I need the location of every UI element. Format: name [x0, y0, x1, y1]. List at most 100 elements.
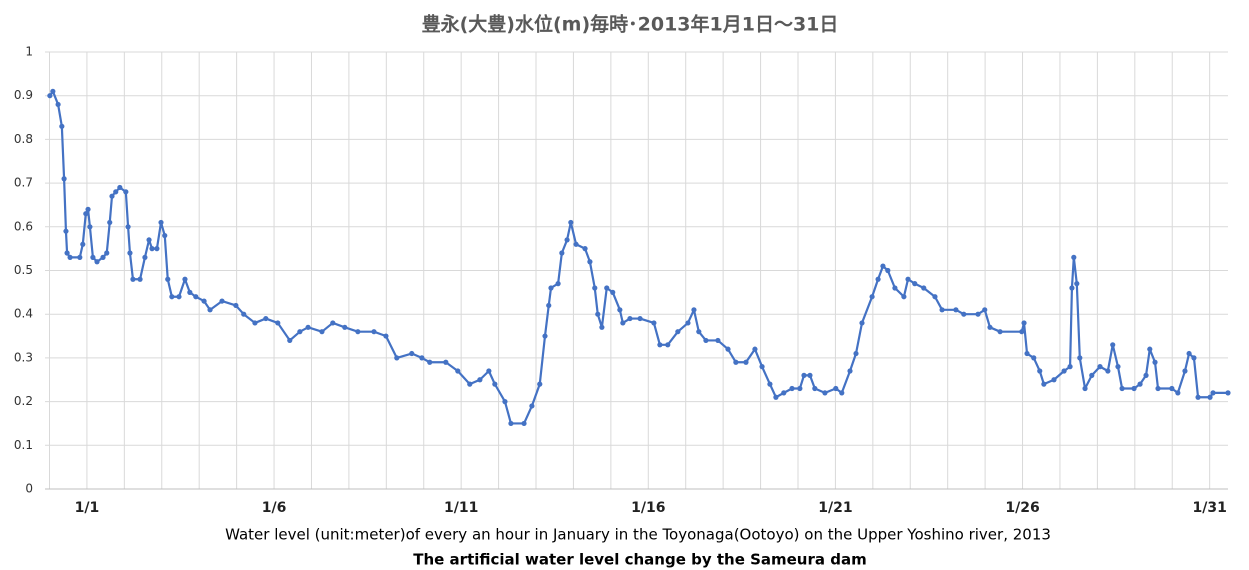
- data-point: [100, 254, 106, 260]
- data-point: [822, 390, 828, 396]
- data-point: [939, 307, 945, 313]
- data-point: [885, 267, 891, 274]
- data-point: [342, 324, 348, 330]
- data-point: [1191, 355, 1197, 361]
- data-point: [953, 307, 959, 313]
- data-point: [193, 294, 199, 300]
- data-point: [1051, 377, 1057, 383]
- y-tick-label: 0.5: [14, 263, 33, 277]
- data-point: [875, 276, 881, 282]
- data-point: [725, 346, 731, 352]
- data-point: [1105, 368, 1111, 374]
- data-point: [394, 355, 400, 361]
- data-point: [657, 342, 663, 348]
- data-point: [696, 329, 702, 335]
- data-point: [383, 333, 389, 339]
- x-tick-label: 1/21: [818, 500, 852, 516]
- data-point: [892, 285, 898, 291]
- data-point: [77, 254, 83, 260]
- data-point: [1071, 254, 1077, 260]
- data-point: [233, 302, 239, 309]
- data-point: [542, 333, 548, 339]
- data-point: [287, 337, 293, 344]
- data-point: [1175, 390, 1181, 396]
- data-point: [492, 381, 498, 387]
- y-tick-label: 0.8: [14, 132, 33, 146]
- data-point: [508, 420, 514, 427]
- y-tick-label: 0.9: [14, 88, 33, 102]
- data-line: [48, 90, 1228, 425]
- data-point: [1207, 394, 1213, 400]
- data-point: [117, 184, 123, 191]
- data-point: [759, 364, 765, 370]
- data-point: [80, 241, 86, 247]
- data-point: [537, 381, 543, 387]
- x-axis-label: Water level (unit:meter)of every an hour…: [225, 526, 1051, 544]
- y-tick-label: 0.6: [14, 219, 33, 233]
- data-point: [1169, 385, 1175, 392]
- data-point: [176, 294, 182, 300]
- data-point: [85, 206, 91, 212]
- data-point: [599, 324, 605, 330]
- data-point: [355, 329, 361, 335]
- data-point: [582, 246, 588, 252]
- data-point: [1082, 385, 1088, 392]
- data-point: [67, 254, 73, 260]
- data-point: [604, 285, 610, 291]
- data-point: [297, 329, 303, 335]
- data-point: [47, 93, 53, 99]
- data-point: [467, 381, 473, 387]
- data-point: [1024, 350, 1030, 357]
- data-point: [733, 359, 739, 365]
- data-point: [1195, 394, 1201, 400]
- data-point: [1089, 372, 1095, 378]
- data-point: [1019, 329, 1025, 335]
- x-tick-label: 1/6: [262, 500, 287, 516]
- data-point: [275, 320, 281, 326]
- y-tick-label: 0.2: [14, 394, 33, 408]
- data-point: [1069, 285, 1075, 291]
- x-tick-label: 1/31: [1192, 500, 1226, 516]
- data-point: [789, 385, 795, 392]
- data-point: [767, 381, 773, 387]
- data-point: [1147, 346, 1153, 352]
- data-point: [263, 315, 269, 322]
- data-point: [1131, 385, 1137, 392]
- data-point: [158, 219, 164, 226]
- data-point: [319, 329, 325, 335]
- data-point: [1061, 368, 1067, 374]
- y-tick-label: 0.4: [14, 307, 33, 321]
- data-point: [201, 298, 207, 304]
- data-point: [982, 307, 988, 313]
- data-point: [1041, 381, 1047, 387]
- data-point: [691, 307, 697, 313]
- chart-title: 豊永(大豊)水位(m)毎時･2013年1月1日～31日: [422, 13, 839, 36]
- data-point: [169, 294, 175, 300]
- data-point: [127, 250, 133, 256]
- data-point: [427, 359, 433, 365]
- data-point: [64, 250, 70, 256]
- data-point: [55, 101, 61, 108]
- data-point: [587, 259, 593, 265]
- data-point: [997, 329, 1003, 335]
- y-tick-label: 0.3: [14, 350, 33, 364]
- x-tick-label: 1/11: [444, 500, 478, 516]
- data-point: [568, 219, 574, 226]
- data-point: [1021, 320, 1027, 326]
- data-point: [1182, 368, 1188, 374]
- data-point: [50, 88, 56, 94]
- data-point: [715, 337, 721, 344]
- data-point: [637, 315, 643, 322]
- data-point: [142, 254, 148, 260]
- data-point: [149, 246, 155, 252]
- data-point: [1186, 350, 1192, 357]
- data-point: [801, 372, 807, 378]
- data-point: [847, 368, 853, 374]
- data-point: [975, 311, 981, 317]
- data-point: [419, 355, 425, 361]
- data-point: [807, 372, 813, 378]
- data-point: [123, 189, 129, 195]
- data-point: [912, 281, 918, 287]
- data-point: [853, 350, 859, 357]
